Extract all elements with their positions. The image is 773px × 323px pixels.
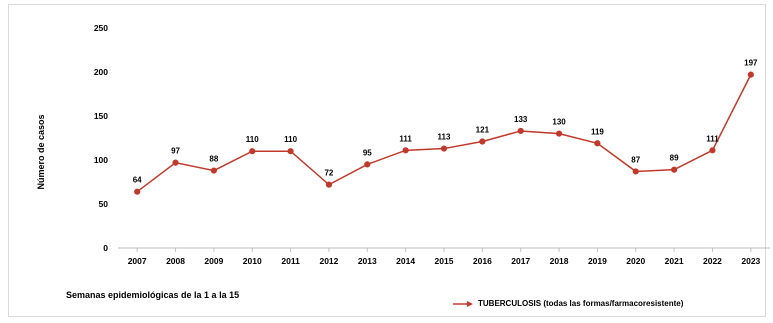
data-label: 87	[631, 155, 640, 164]
data-point	[402, 147, 409, 154]
data-label: 64	[133, 176, 142, 185]
legend: TUBERCULOSIS (todas las formas/farmacore…	[452, 299, 683, 308]
data-label: 113	[438, 133, 451, 142]
x-tick-label: 2013	[358, 256, 377, 266]
data-label: 89	[670, 154, 679, 163]
data-label: 110	[246, 135, 259, 144]
data-point	[325, 181, 333, 188]
data-label: 121	[476, 126, 490, 135]
x-tick-label: 2021	[665, 256, 684, 266]
x-tick-label: 2022	[703, 256, 722, 266]
data-label: 72	[324, 169, 333, 178]
y-tick-label: 50	[99, 199, 109, 209]
y-tick-label: 200	[94, 67, 108, 77]
x-tick-label: 2012	[319, 256, 338, 266]
legend-arrow-icon	[453, 300, 473, 307]
data-label: 88	[209, 155, 218, 164]
data-label: 130	[552, 118, 566, 127]
data-point	[709, 147, 716, 154]
data-label: 133	[514, 115, 528, 124]
x-tick-label: 2015	[435, 256, 454, 266]
chart-frame	[8, 4, 766, 317]
x-tick-label: 2010	[243, 256, 262, 266]
data-label: 111	[399, 134, 412, 143]
data-label: 111	[706, 134, 719, 143]
legend-label: TUBERCULOSIS (todas las formas/farmacore…	[478, 299, 684, 308]
x-tick-label: 2009	[204, 256, 223, 266]
data-point	[517, 127, 524, 135]
x-tick-label: 2014	[396, 256, 415, 266]
data-point	[440, 145, 448, 152]
series-markers	[134, 71, 754, 195]
y-tick-label: 250	[94, 23, 108, 33]
x-tick-label: 2016	[473, 256, 492, 266]
data-label: 197	[744, 59, 758, 68]
data-label: 97	[171, 147, 180, 156]
y-tick-label: 0	[103, 243, 108, 253]
x-tick-label: 2011	[281, 256, 300, 266]
x-tick-label: 2007	[128, 256, 147, 266]
footnote: Semanas epidemiológicas de la 1 a la 15	[66, 290, 240, 300]
data-point	[671, 166, 678, 173]
x-tick-label: 2018	[550, 256, 569, 266]
x-tick-label: 2023	[741, 256, 760, 266]
x-tick-label: 2019	[588, 256, 607, 266]
data-point	[249, 148, 256, 155]
data-point	[210, 167, 217, 174]
data-label: 119	[591, 127, 604, 136]
x-tick-label: 2020	[626, 256, 645, 266]
x-tick-label: 2017	[511, 256, 530, 266]
y-axis-label: Número de casos	[36, 114, 46, 189]
y-tick-label: 100	[94, 155, 108, 165]
data-labels: 64 97 88 110 110 72 95 111 113 121 133 130 119 87 89 11…	[133, 59, 758, 185]
y-tick-label: 150	[94, 111, 108, 121]
data-point	[479, 138, 486, 145]
data-point	[594, 140, 601, 147]
data-point	[364, 161, 371, 168]
data-point	[555, 130, 563, 137]
data-point	[747, 71, 754, 78]
data-label: 95	[363, 148, 372, 157]
data-point	[632, 168, 639, 175]
data-point	[134, 188, 141, 195]
data-point	[172, 159, 179, 166]
y-axis-ticks: 0 50 100 150 200 250	[94, 23, 108, 253]
data-label: 110	[284, 135, 297, 144]
data-point	[287, 148, 294, 155]
x-axis-ticks: 2007 2008 2009 2010 2011 2012 2013 2014 2015 2016…	[128, 248, 761, 266]
x-tick-label: 2008	[166, 256, 185, 266]
